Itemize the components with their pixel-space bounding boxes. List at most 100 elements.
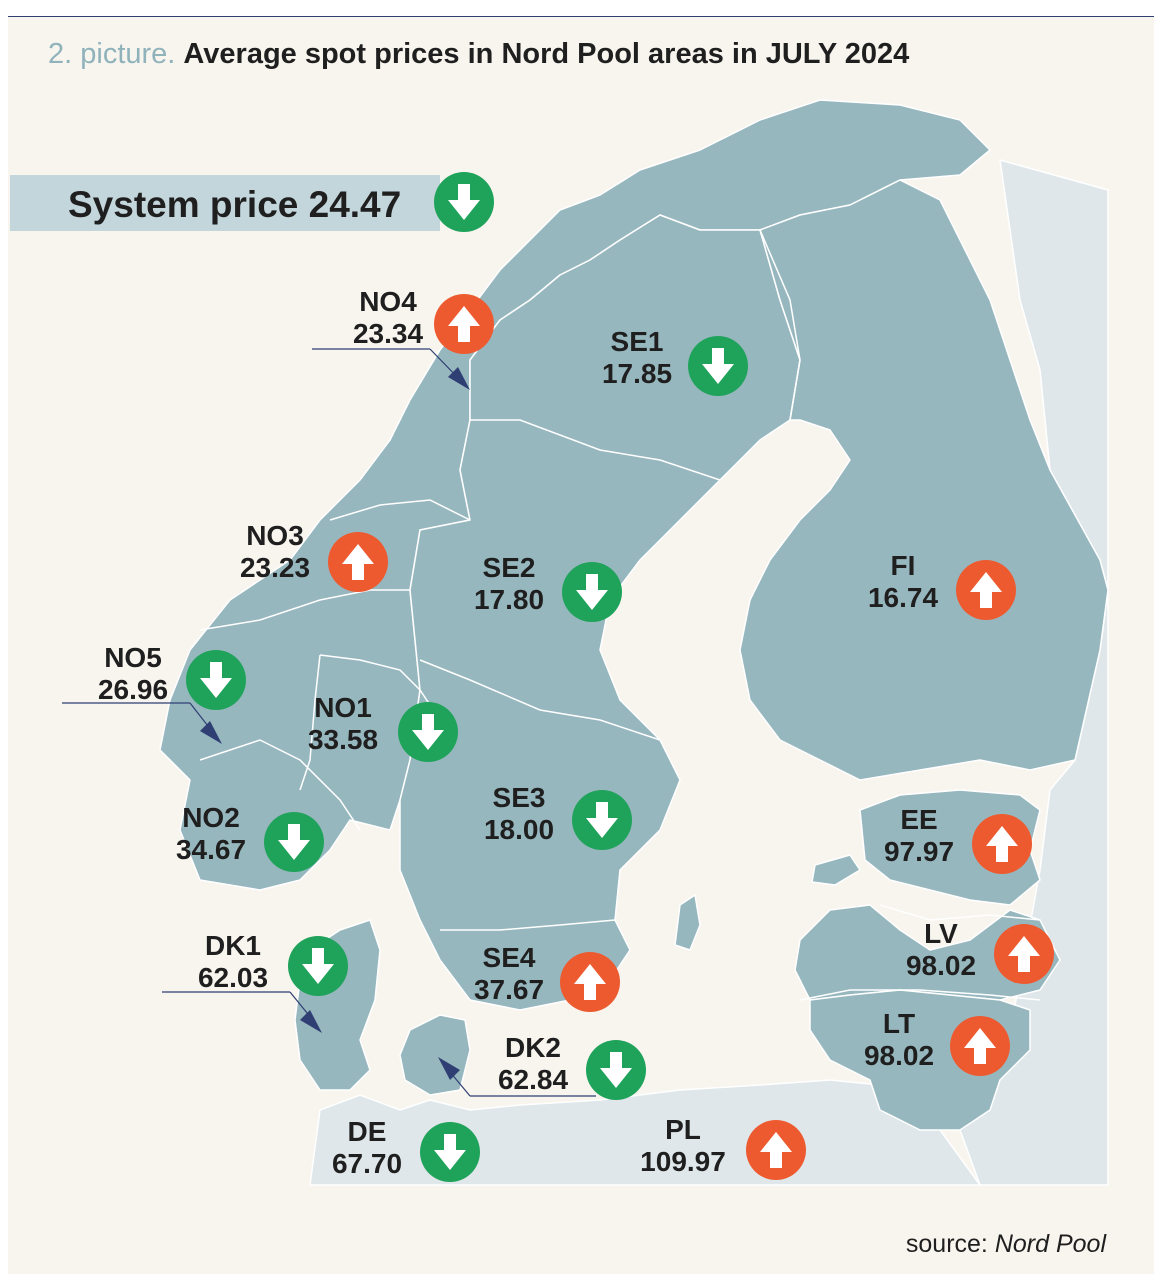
area-code: SE2 xyxy=(482,552,536,583)
area-price: 18.00 xyxy=(483,814,555,845)
area-label-no3: NO3 23.23 xyxy=(222,520,328,584)
border-lv-lt xyxy=(799,989,1041,1001)
russia-land xyxy=(959,158,1109,1186)
area-code: NO1 xyxy=(314,692,372,723)
system-price-bar xyxy=(10,175,440,231)
arrow-down-glyph xyxy=(448,184,480,220)
area-label-se3: SE3 18.00 xyxy=(466,782,572,846)
area-price: 23.34 xyxy=(352,318,424,349)
area-code: NO4 xyxy=(359,286,417,317)
trend-icon-fi xyxy=(956,560,1016,620)
border-se2-se3 xyxy=(419,659,661,741)
area-price: 109.97 xyxy=(640,1146,726,1177)
finland-land xyxy=(739,179,1109,781)
title-main: Average spot prices in Nord Pool areas i… xyxy=(183,38,910,70)
arrow-down-glyph xyxy=(200,662,232,698)
area-code: DK2 xyxy=(504,1032,561,1063)
area-code: EE xyxy=(900,804,938,835)
area-label-dk2: DK2 62.84 xyxy=(480,1032,586,1096)
leader-tip-no5 xyxy=(200,721,222,744)
area-price: 97.97 xyxy=(883,836,955,867)
arrow-down-glyph xyxy=(600,1052,632,1088)
area-price: 17.80 xyxy=(473,584,545,615)
border-no3-no1 xyxy=(199,589,410,631)
area-code: DE xyxy=(347,1116,387,1147)
trend-icon-no3 xyxy=(328,532,388,592)
trend-icon-se1 xyxy=(688,336,748,396)
trend-icon-de xyxy=(420,1122,480,1182)
area-label-no2: NO2 34.67 xyxy=(158,802,264,866)
area-price: 34.67 xyxy=(175,834,247,865)
border-no3-no4 xyxy=(329,499,471,521)
gotland-island xyxy=(674,894,701,951)
arrow-up-glyph xyxy=(342,544,374,580)
area-label-se1: SE1 17.85 xyxy=(582,326,692,390)
arrow-up-glyph xyxy=(448,306,480,342)
border-se1-fi xyxy=(759,229,801,421)
border-no5-no2 xyxy=(199,739,361,831)
area-price: 16.74 xyxy=(867,582,939,613)
area-price: 37.67 xyxy=(473,974,545,1005)
area-label-pl: PL 109.97 xyxy=(626,1114,740,1178)
title-prefix: 2. picture. xyxy=(48,38,176,70)
arrow-up-glyph xyxy=(1008,936,1040,972)
area-price: 17.85 xyxy=(601,358,673,389)
arrow-down-glyph xyxy=(412,714,444,750)
border-no4-se1 xyxy=(470,419,721,481)
trend-icon-dk2 xyxy=(586,1040,646,1100)
arrow-down-glyph xyxy=(702,348,734,384)
area-code: NO3 xyxy=(246,520,304,551)
trend-icon-se3 xyxy=(572,790,632,850)
arrow-down-glyph xyxy=(434,1134,466,1170)
system-price-label: System price 24.47 xyxy=(68,184,402,225)
source-name: Nord Pool xyxy=(994,1230,1106,1258)
area-label-se4: SE4 37.67 xyxy=(456,942,562,1006)
area-label-lt: LT 98.02 xyxy=(846,1008,952,1072)
arrow-down-glyph xyxy=(278,824,310,860)
area-price: 98.02 xyxy=(905,950,977,981)
area-code: FI xyxy=(890,550,916,581)
area-code: SE4 xyxy=(482,942,536,973)
area-price: 62.84 xyxy=(497,1064,569,1095)
arrow-up-glyph xyxy=(986,826,1018,862)
area-code: NO2 xyxy=(182,802,240,833)
arrow-down-glyph xyxy=(586,802,618,838)
area-label-ee: EE 97.97 xyxy=(866,804,972,868)
leader-tip-no4 xyxy=(448,367,470,390)
area-label-dk1: DK1 62.03 xyxy=(180,930,286,994)
area-price: 23.23 xyxy=(239,552,311,583)
leader-tip-dk2 xyxy=(438,1057,460,1080)
trend-icon-no4 xyxy=(434,294,494,354)
trend-icon-dk1 xyxy=(288,936,348,996)
area-price: 26.96 xyxy=(97,674,169,705)
area-code: SE3 xyxy=(492,782,546,813)
area-price: 33.58 xyxy=(307,724,379,755)
source-prefix: source: xyxy=(905,1230,988,1258)
border-ee-lv xyxy=(879,904,1041,921)
arrow-up-glyph xyxy=(970,572,1002,608)
arrow-up-glyph xyxy=(964,1028,996,1064)
trend-icon-no1 xyxy=(398,702,458,762)
area-price: 67.70 xyxy=(331,1148,403,1179)
area-label-lv: LV 98.02 xyxy=(888,918,994,982)
arrow-up-glyph xyxy=(574,964,606,1000)
trend-icon-pl xyxy=(746,1120,806,1180)
area-price: 62.03 xyxy=(197,962,269,993)
border-no1-no2 xyxy=(299,654,321,791)
area-code: NO5 xyxy=(104,642,162,673)
arrow-down-glyph xyxy=(302,948,334,984)
trend-icon-no5 xyxy=(186,650,246,710)
area-label-no5: NO5 26.96 xyxy=(80,642,186,706)
system-price-trend-icon xyxy=(434,172,494,232)
area-code: DK1 xyxy=(204,930,261,961)
trend-icon-lv xyxy=(994,924,1054,984)
trend-icon-se2 xyxy=(562,562,622,622)
trend-icon-lt xyxy=(950,1016,1010,1076)
area-code: LT xyxy=(882,1008,916,1039)
top-rule xyxy=(8,16,1154,17)
border-se3-se4 xyxy=(440,919,616,931)
area-label-no4: NO4 23.34 xyxy=(338,286,438,350)
trend-icon-ee xyxy=(972,814,1032,874)
area-code: PL xyxy=(665,1114,701,1145)
area-label-no1: NO1 33.58 xyxy=(290,692,396,756)
